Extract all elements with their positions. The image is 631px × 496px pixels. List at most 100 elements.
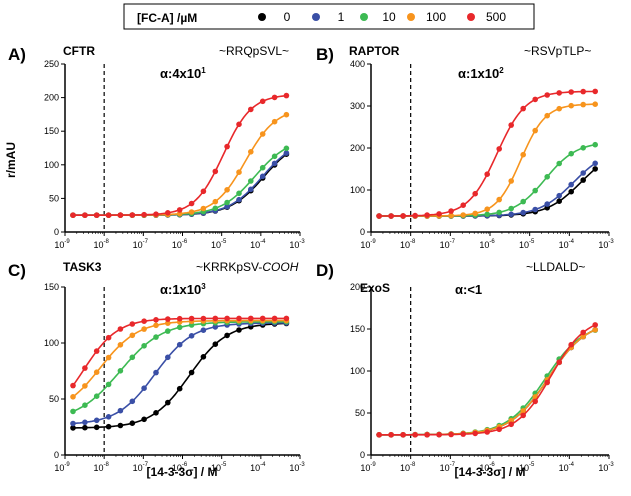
data-point-0 <box>568 188 574 195</box>
data-point-500 <box>424 212 430 218</box>
series-line-10 <box>73 147 287 216</box>
legend-title: [FC-A] /µM <box>137 11 197 25</box>
y-tick-label: 100 <box>350 366 365 376</box>
data-point-0 <box>580 177 586 183</box>
data-point-0 <box>165 399 171 406</box>
data-point-0 <box>82 424 88 431</box>
data-point-1 <box>283 150 290 156</box>
data-point-100 <box>117 342 124 348</box>
data-point-0 <box>141 416 147 423</box>
data-point-0 <box>153 410 159 416</box>
data-point-500 <box>544 92 550 98</box>
y-tick-label: 0 <box>360 450 365 460</box>
data-point-500 <box>484 171 491 177</box>
data-point-500 <box>200 188 207 195</box>
x-tick-label: 10-9 <box>360 462 376 473</box>
y-tick-label: 200 <box>350 143 365 153</box>
data-point-500 <box>236 121 242 128</box>
data-point-1 <box>165 354 171 361</box>
series-line-100 <box>72 319 287 398</box>
series-line-10 <box>72 321 287 413</box>
data-point-100 <box>188 209 195 215</box>
y-tick-label: 0 <box>360 227 365 237</box>
panel-b: B) RAPTOR ~RSVpTLP~ α:1x102 0 100 200 300 40… <box>316 44 614 250</box>
data-point-500 <box>224 315 230 322</box>
data-point-0 <box>117 422 124 429</box>
x-tick-label: 10-6 <box>172 239 188 250</box>
data-point-100 <box>129 332 136 339</box>
data-point-100 <box>70 394 76 400</box>
data-point-500 <box>508 122 514 128</box>
data-point-500 <box>188 200 195 207</box>
data-point-1 <box>70 420 76 427</box>
data-point-500 <box>200 315 207 322</box>
data-point-10 <box>153 334 159 340</box>
y-tick-label: 50 <box>355 408 365 418</box>
legend-marker <box>360 13 368 21</box>
data-point-500 <box>580 329 586 336</box>
data-point-500 <box>165 210 171 216</box>
data-point-10 <box>520 198 526 205</box>
data-point-1 <box>188 333 195 339</box>
data-point-500 <box>436 431 442 438</box>
series-line-500 <box>379 324 596 436</box>
data-point-500 <box>388 213 394 219</box>
data-point-500 <box>271 315 278 322</box>
data-point-500 <box>283 315 290 322</box>
panel-protein: TASK3 <box>63 260 102 274</box>
series-line-500 <box>379 90 596 217</box>
x-tick-label: 10-7 <box>133 462 149 473</box>
data-point-100 <box>592 101 598 107</box>
panel-motif: ~LLDALD~ <box>526 260 585 274</box>
data-point-500 <box>376 213 382 219</box>
data-point-500 <box>141 318 147 325</box>
data-point-500 <box>93 212 100 218</box>
data-point-500 <box>592 322 598 328</box>
data-point-1 <box>532 206 538 213</box>
data-point-1 <box>248 186 254 193</box>
data-point-0 <box>236 327 242 333</box>
data-point-500 <box>82 365 88 371</box>
data-point-500 <box>460 431 467 437</box>
data-point-500 <box>448 431 454 438</box>
data-point-500 <box>448 208 454 214</box>
data-point-10 <box>141 343 147 349</box>
y-tick-label: 400 <box>350 59 365 69</box>
data-point-500 <box>592 88 598 95</box>
panel-c: C) TASK3 ~KRRKpSV-COOH α:1x103 0 50 100 150… <box>8 260 305 473</box>
data-point-1 <box>520 209 526 216</box>
y-tick-label: 150 <box>44 126 59 136</box>
data-point-10 <box>484 211 491 218</box>
series-line-1 <box>379 329 596 436</box>
data-point-10 <box>508 205 514 212</box>
data-point-500 <box>259 98 266 105</box>
data-point-500 <box>412 432 418 438</box>
data-point-100 <box>212 198 219 205</box>
panel-motif: ~KRRKpSV-COOH <box>196 260 299 274</box>
data-point-1 <box>592 160 598 167</box>
x-tick-label: 10-7 <box>440 462 456 473</box>
data-point-0 <box>556 198 562 204</box>
y-tick-label: 0 <box>54 450 59 460</box>
x-tick-label: 10-8 <box>400 462 416 473</box>
panel-letter: C) <box>8 261 26 280</box>
data-point-500 <box>176 207 183 213</box>
data-point-1 <box>508 211 514 218</box>
data-point-100 <box>200 205 207 212</box>
data-point-100 <box>496 196 503 203</box>
data-point-100 <box>165 320 171 327</box>
y-tick-label: 300 <box>350 101 365 111</box>
data-point-500 <box>568 89 574 95</box>
data-point-500 <box>568 341 574 348</box>
data-point-500 <box>388 432 394 438</box>
data-point-10 <box>496 209 503 216</box>
data-point-100 <box>556 105 562 112</box>
x-tick-label: 10-9 <box>360 239 376 250</box>
panel-letter: D) <box>316 261 334 280</box>
series-line-500 <box>73 94 287 216</box>
data-point-100 <box>236 169 242 175</box>
legend-entry-label: 500 <box>486 10 506 24</box>
data-point-100 <box>568 102 574 109</box>
data-point-500 <box>508 421 514 428</box>
